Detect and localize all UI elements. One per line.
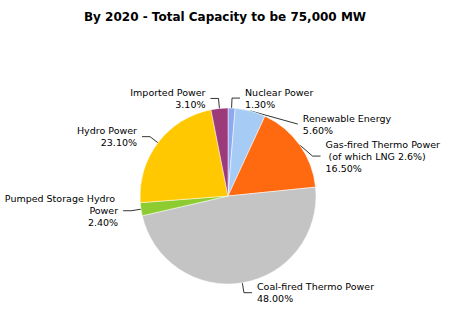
svg-text:16.50%: 16.50% xyxy=(326,163,362,174)
svg-text:Gas-fired Thermo Power: Gas-fired Thermo Power xyxy=(326,139,440,150)
svg-text:23.10%: 23.10% xyxy=(101,137,137,148)
svg-text:2.40%: 2.40% xyxy=(88,217,118,228)
svg-text:Hydro Power: Hydro Power xyxy=(77,125,137,136)
svg-text:Nuclear Power: Nuclear Power xyxy=(245,87,313,98)
svg-text:3.10%: 3.10% xyxy=(175,99,205,110)
svg-text:By 2020 - Total Capacity to be: By 2020 - Total Capacity to be 75,000 MW xyxy=(84,10,366,24)
svg-text:Coal-fired Thermo Power: Coal-fired Thermo Power xyxy=(257,281,374,292)
svg-text:Power: Power xyxy=(89,205,118,216)
svg-text:48.00%: 48.00% xyxy=(257,293,293,304)
svg-text:Imported Power: Imported Power xyxy=(130,87,205,98)
svg-text:1.30%: 1.30% xyxy=(245,99,275,110)
svg-text:Renewable Energy: Renewable Energy xyxy=(303,113,392,124)
svg-text:(of which LNG 2.6%): (of which LNG 2.6%) xyxy=(326,151,426,162)
svg-text:5.60%: 5.60% xyxy=(303,125,333,136)
svg-text:Pumped Storage Hydro: Pumped Storage Hydro xyxy=(5,193,118,204)
